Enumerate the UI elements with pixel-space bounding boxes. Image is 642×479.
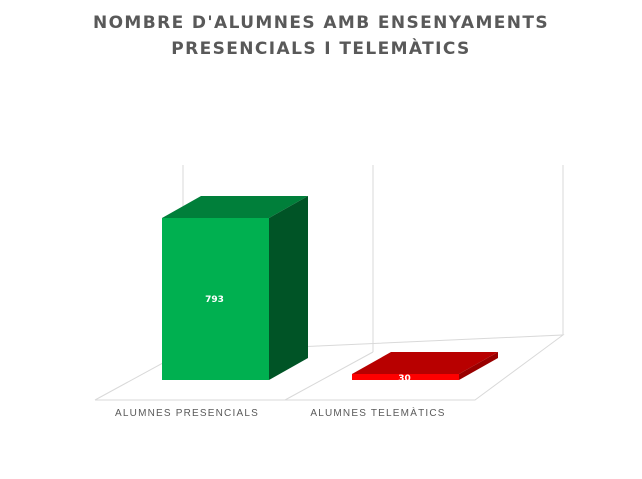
- bar-0-front: [162, 218, 269, 380]
- floor-divider: [284, 351, 374, 401]
- bar-1-top: [352, 352, 498, 374]
- bar-1-front: [352, 374, 459, 380]
- chart-title-line-1: NOMBRE D'ALUMNES AMB ENSENYAMENTS: [92, 13, 550, 33]
- bar-0-side: [269, 196, 308, 380]
- bar-0-top: [162, 196, 308, 218]
- chart-title-line-2: PRESENCIALS I TELEMÀTICS: [171, 39, 471, 59]
- data-label-1: 30: [398, 374, 411, 384]
- bar-1-side: [459, 352, 498, 380]
- chart-labels: 793 ALUMNES PRESENCIALS 30 ALUMNES TELEMÀTI…: [115, 295, 445, 419]
- data-label-0: 793: [205, 295, 224, 305]
- chart-title: NOMBRE D'ALUMNES AMB ENSENYAMENTS PRESEN…: [0, 10, 642, 62]
- floor-outline: [94, 334, 565, 401]
- chart-bars: [162, 196, 498, 380]
- category-label-1: ALUMNES TELEMÀTICS: [310, 406, 445, 419]
- category-label-0: ALUMNES PRESENCIALS: [115, 408, 259, 419]
